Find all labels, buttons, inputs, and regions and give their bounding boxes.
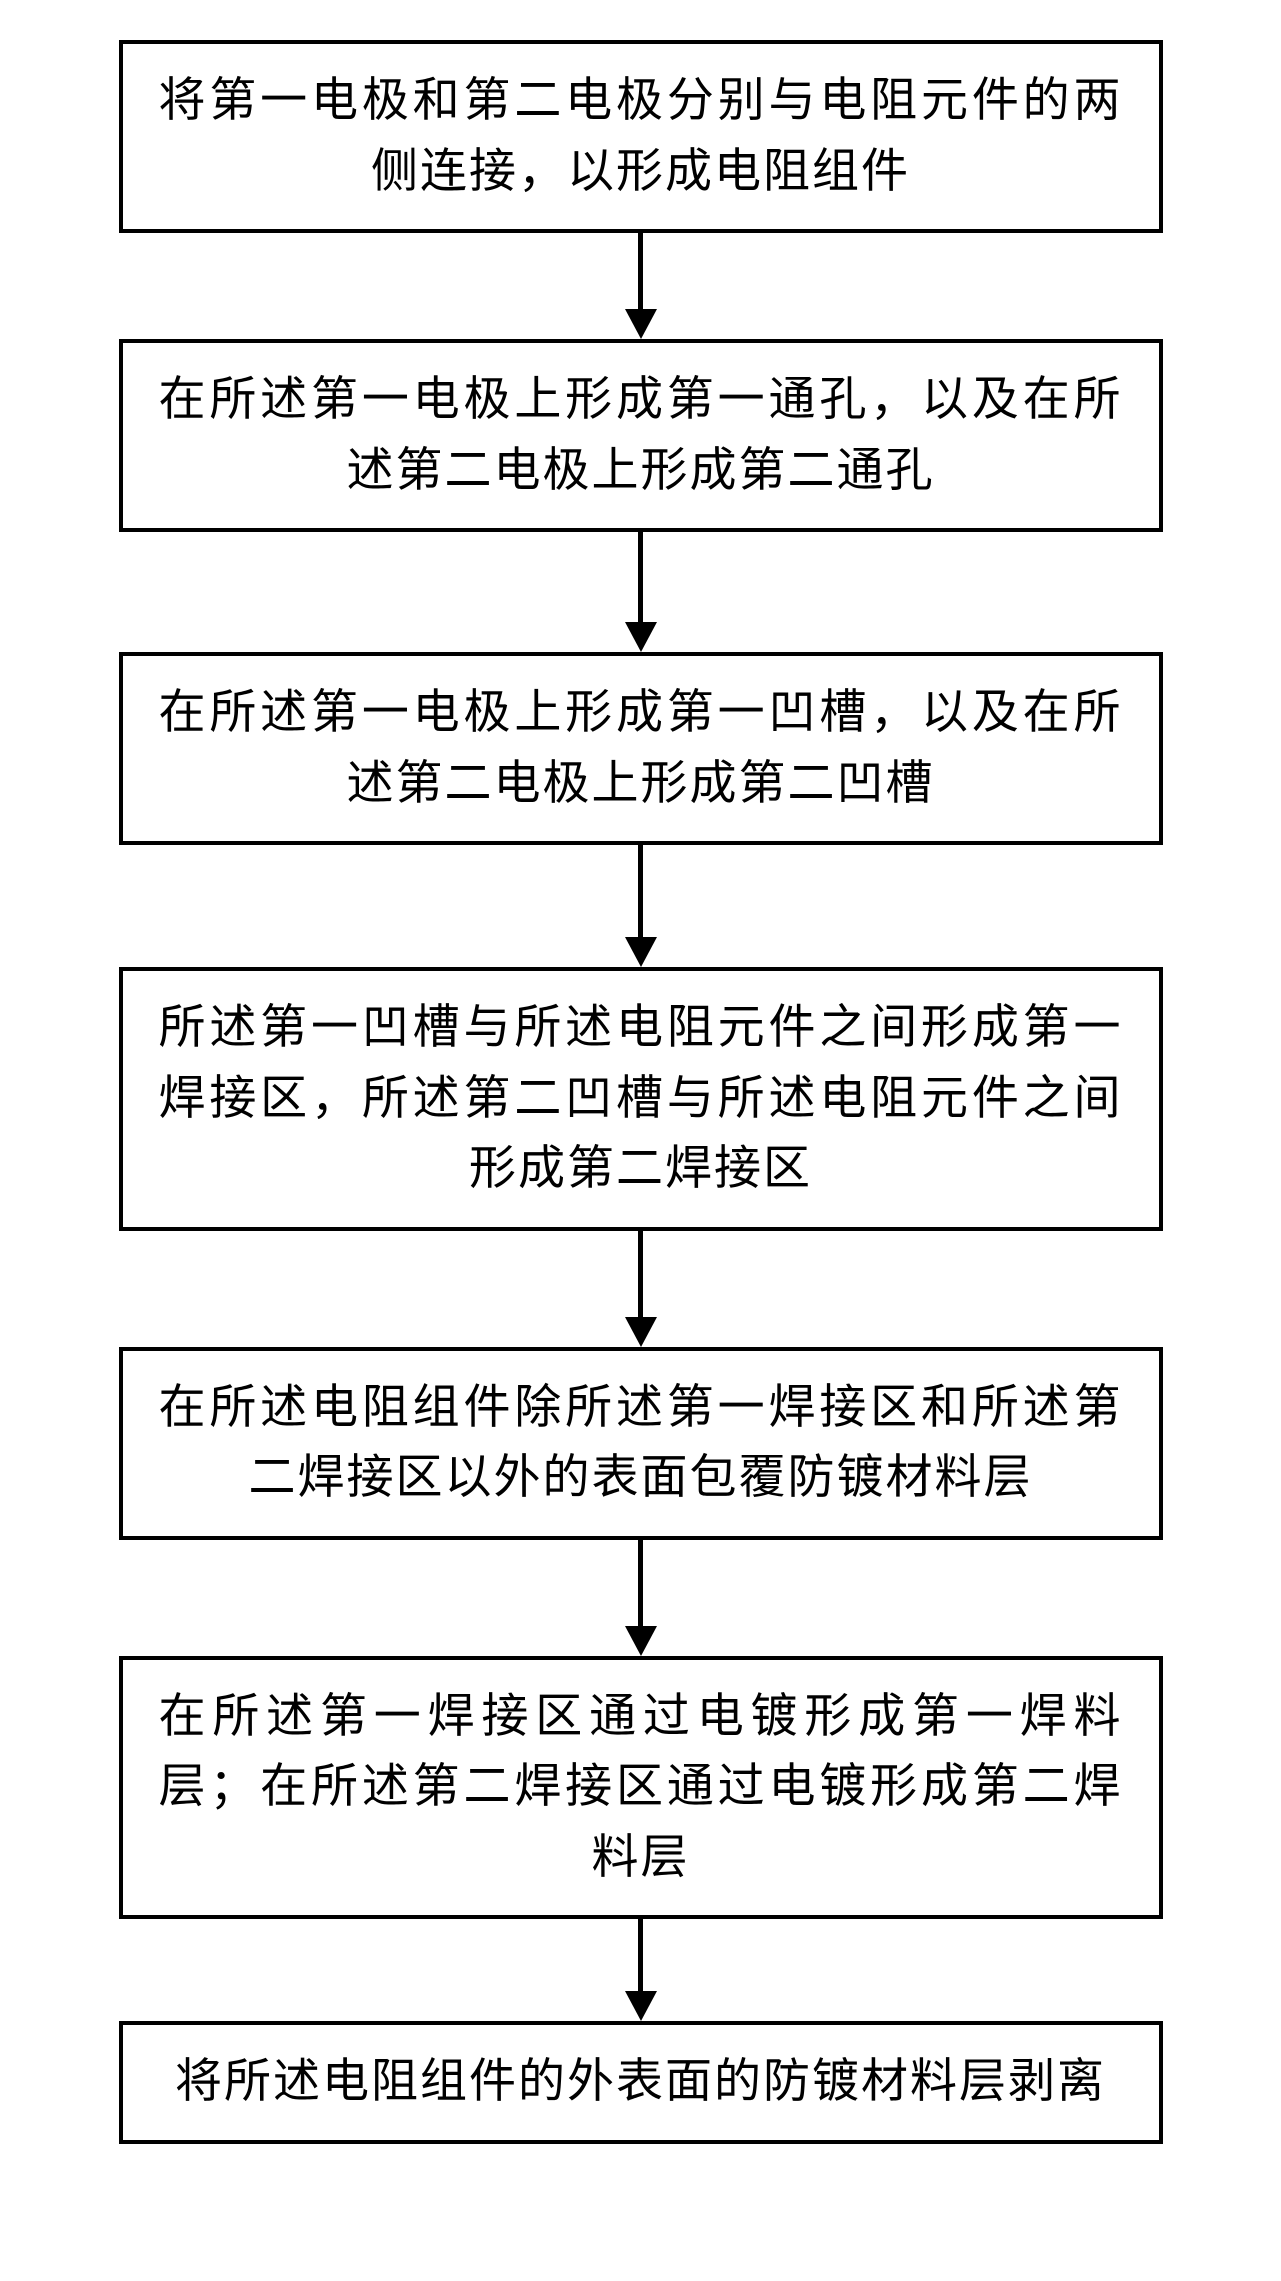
arrow-shaft-icon — [638, 845, 643, 937]
arrow-head-icon — [625, 1317, 657, 1347]
flow-node-1-text: 将第一电极和第二电极分别与电阻元件的两侧连接，以形成电阻组件 — [159, 66, 1123, 207]
flow-node-4: 所述第一凹槽与所述电阻元件之间形成第一焊接区，所述第二凹槽与所述电阻元件之间形成… — [119, 967, 1163, 1231]
flow-node-3-text: 在所述第一电极上形成第一凹槽，以及在所述第二电极上形成第二凹槽 — [159, 678, 1123, 819]
flow-node-7: 将所述电阻组件的外表面的防镀材料层剥离 — [119, 2021, 1163, 2144]
arrow-shaft-icon — [638, 233, 643, 309]
flow-arrow-6 — [625, 1919, 657, 2021]
arrow-shaft-icon — [638, 1540, 643, 1626]
flow-node-6: 在所述第一焊接区通过电镀形成第一焊料层；在所述第二焊接区通过电镀形成第二焊料层 — [119, 1656, 1163, 1920]
arrow-head-icon — [625, 937, 657, 967]
flow-node-2-text: 在所述第一电极上形成第一通孔，以及在所述第二电极上形成第二通孔 — [159, 365, 1123, 506]
flow-node-7-text: 将所述电阻组件的外表面的防镀材料层剥离 — [159, 2047, 1123, 2118]
flow-arrow-4 — [625, 1231, 657, 1347]
arrow-head-icon — [625, 1991, 657, 2021]
flow-arrow-5 — [625, 1540, 657, 1656]
arrow-shaft-icon — [638, 1919, 643, 1991]
flow-node-6-text: 在所述第一焊接区通过电镀形成第一焊料层；在所述第二焊接区通过电镀形成第二焊料层 — [159, 1682, 1123, 1894]
flowchart-canvas: 将第一电极和第二电极分别与电阻元件的两侧连接，以形成电阻组件 在所述第一电极上形… — [0, 0, 1281, 2224]
flow-node-4-text: 所述第一凹槽与所述电阻元件之间形成第一焊接区，所述第二凹槽与所述电阻元件之间形成… — [159, 993, 1123, 1205]
arrow-shaft-icon — [638, 1231, 643, 1317]
flow-node-5-text: 在所述电阻组件除所述第一焊接区和所述第二焊接区以外的表面包覆防镀材料层 — [159, 1373, 1123, 1514]
arrow-head-icon — [625, 309, 657, 339]
arrow-shaft-icon — [638, 532, 643, 622]
flow-node-2: 在所述第一电极上形成第一通孔，以及在所述第二电极上形成第二通孔 — [119, 339, 1163, 532]
flow-node-5: 在所述电阻组件除所述第一焊接区和所述第二焊接区以外的表面包覆防镀材料层 — [119, 1347, 1163, 1540]
flow-node-1: 将第一电极和第二电极分别与电阻元件的两侧连接，以形成电阻组件 — [119, 40, 1163, 233]
flow-arrow-2 — [625, 532, 657, 652]
flow-node-3: 在所述第一电极上形成第一凹槽，以及在所述第二电极上形成第二凹槽 — [119, 652, 1163, 845]
flow-arrow-1 — [625, 233, 657, 339]
arrow-head-icon — [625, 1626, 657, 1656]
flow-arrow-3 — [625, 845, 657, 967]
arrow-head-icon — [625, 622, 657, 652]
